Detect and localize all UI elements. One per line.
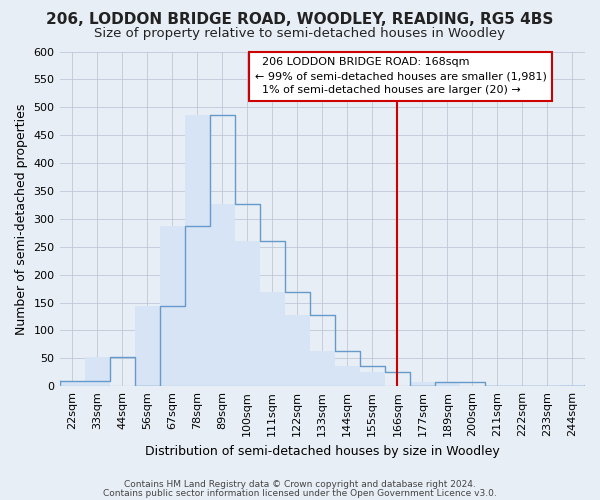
Text: Size of property relative to semi-detached houses in Woodley: Size of property relative to semi-detach…	[95, 26, 505, 40]
X-axis label: Distribution of semi-detached houses by size in Woodley: Distribution of semi-detached houses by …	[145, 444, 500, 458]
Y-axis label: Number of semi-detached properties: Number of semi-detached properties	[15, 103, 28, 334]
Text: Contains HM Land Registry data © Crown copyright and database right 2024.: Contains HM Land Registry data © Crown c…	[124, 480, 476, 489]
Text: 206 LODDON BRIDGE ROAD: 168sqm  
← 99% of semi-detached houses are smaller (1,98: 206 LODDON BRIDGE ROAD: 168sqm ← 99% of …	[255, 57, 547, 95]
Text: Contains public sector information licensed under the Open Government Licence v3: Contains public sector information licen…	[103, 489, 497, 498]
Text: 206, LODDON BRIDGE ROAD, WOODLEY, READING, RG5 4BS: 206, LODDON BRIDGE ROAD, WOODLEY, READIN…	[46, 12, 554, 28]
Polygon shape	[59, 114, 585, 386]
